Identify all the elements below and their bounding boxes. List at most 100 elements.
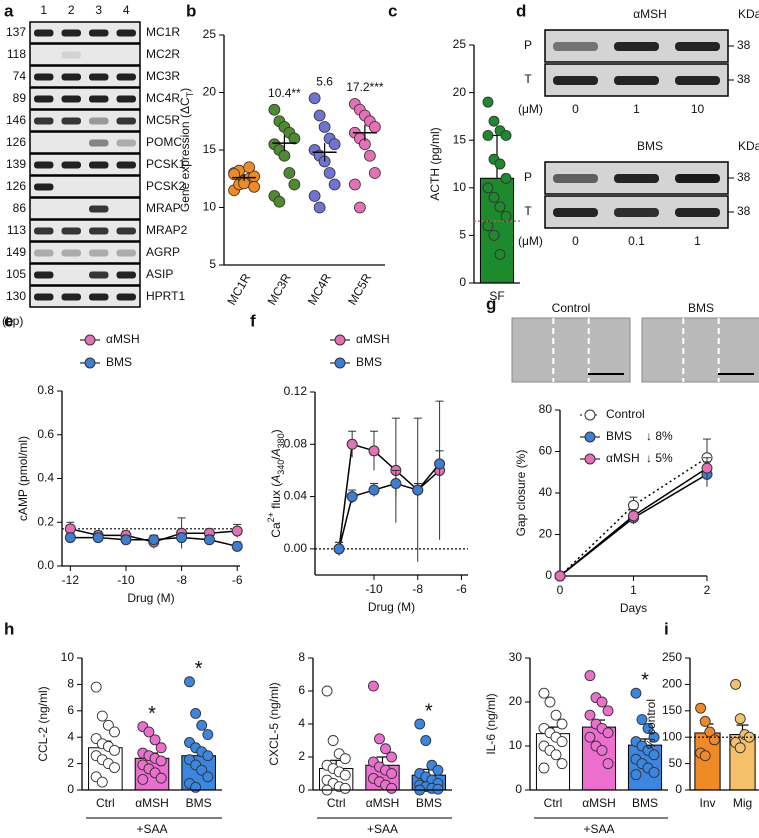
panel-label: e — [4, 311, 13, 330]
marker — [701, 462, 713, 474]
y-axis-label: Gene expression (ΔCT) — [178, 88, 195, 212]
size-label: 126 — [6, 135, 26, 149]
x-tick-label: MC4R — [305, 271, 334, 308]
x-tick-label: 0 — [557, 583, 564, 597]
point — [190, 707, 202, 719]
marker — [390, 478, 402, 489]
gel-row — [29, 197, 141, 220]
y-tick-label: 2 — [67, 756, 74, 770]
label-part: A — [269, 475, 283, 484]
label-part: CCL-2 (ng/ml) — [36, 686, 50, 761]
x-tick-label: αMSH — [582, 796, 616, 810]
y-tick-label: 0 — [675, 782, 682, 796]
band — [34, 29, 54, 37]
point — [488, 191, 500, 203]
point — [96, 776, 108, 788]
panel-label: i — [664, 619, 669, 638]
y-tick-label: 6 — [67, 703, 74, 717]
label-part: T — [185, 91, 195, 97]
point — [155, 755, 167, 767]
y-axis-label: ACTH (pg/ml) — [428, 127, 442, 200]
legend-marker — [84, 357, 96, 369]
label-part: IL-6 (ng/ml) — [484, 693, 498, 754]
dose: 10 — [691, 102, 705, 116]
unit-header: KDa — [738, 7, 759, 21]
y-tick-label: 20 — [539, 527, 553, 541]
y-tick-label: 0.12 — [284, 384, 308, 398]
band — [553, 174, 598, 183]
point — [137, 773, 149, 785]
point — [556, 736, 568, 748]
label-part: % control — [644, 699, 658, 749]
point — [102, 719, 114, 731]
y-tick-label: 25 — [203, 27, 217, 41]
gel-row — [29, 109, 141, 132]
point — [288, 178, 301, 191]
gene-label: PCSK2 — [146, 179, 186, 193]
point — [327, 735, 339, 746]
gene-label: HPRT1 — [146, 289, 185, 303]
significance: * — [195, 658, 203, 680]
blot-title: αMSH — [633, 7, 667, 21]
marker — [346, 491, 358, 503]
size-label: 86 — [13, 201, 27, 215]
point — [642, 722, 654, 734]
blot-row-label: P — [524, 38, 532, 52]
point — [288, 132, 301, 145]
legend-marker — [334, 357, 346, 369]
x-tick-label: BMS — [416, 796, 442, 810]
y-tick-label: 0.00 — [284, 541, 308, 555]
micrograph — [511, 317, 631, 383]
legend-label: BMS — [606, 429, 632, 443]
x-tick-label: Mig — [733, 796, 752, 810]
marker — [92, 532, 104, 544]
x-axis-label: Days — [620, 601, 647, 615]
point — [734, 713, 746, 725]
point — [730, 678, 742, 690]
y-tick-label: 10 — [509, 738, 523, 752]
point — [202, 771, 214, 783]
blot-row-label: T — [524, 204, 532, 218]
point — [494, 201, 506, 213]
band — [116, 271, 136, 279]
y-axis-label: % control — [644, 699, 658, 749]
size-label: 38 — [737, 204, 751, 218]
point — [328, 138, 341, 151]
y-tick-label: 0 — [545, 568, 552, 582]
y-tick-label: 0.6 — [37, 427, 54, 441]
panel-label: c — [388, 1, 397, 20]
x-tick-label: -10 — [365, 582, 383, 596]
label-part: ) — [178, 88, 192, 92]
size-label: 137 — [6, 25, 26, 39]
point — [308, 92, 321, 105]
marker — [148, 534, 160, 546]
legend-note: ↓ 5% — [646, 451, 673, 465]
point — [708, 734, 720, 746]
band — [34, 161, 54, 169]
point — [488, 229, 500, 241]
point — [494, 158, 506, 170]
series-line — [559, 473, 708, 577]
point — [155, 742, 167, 754]
band — [614, 174, 659, 183]
point — [556, 718, 568, 730]
point — [386, 751, 398, 763]
x-tick-label: MC1R — [224, 271, 253, 308]
x-tick-label: -12 — [62, 573, 80, 587]
x-axis-label: Drug (M) — [127, 591, 174, 605]
gel-row — [29, 219, 141, 242]
panel-label: h — [4, 619, 14, 638]
x-tick-label: -6 — [456, 582, 467, 596]
point — [196, 764, 208, 776]
point — [544, 696, 556, 708]
gene-label: POMC — [146, 135, 182, 149]
point — [550, 709, 562, 721]
gel-row — [29, 285, 141, 308]
point — [432, 764, 444, 776]
band — [116, 293, 136, 301]
y-tick-label: 150 — [662, 703, 682, 717]
annotation: 17.2*** — [346, 80, 384, 94]
gel-row — [29, 153, 141, 176]
point — [328, 178, 341, 191]
size-label: 38 — [737, 72, 751, 86]
